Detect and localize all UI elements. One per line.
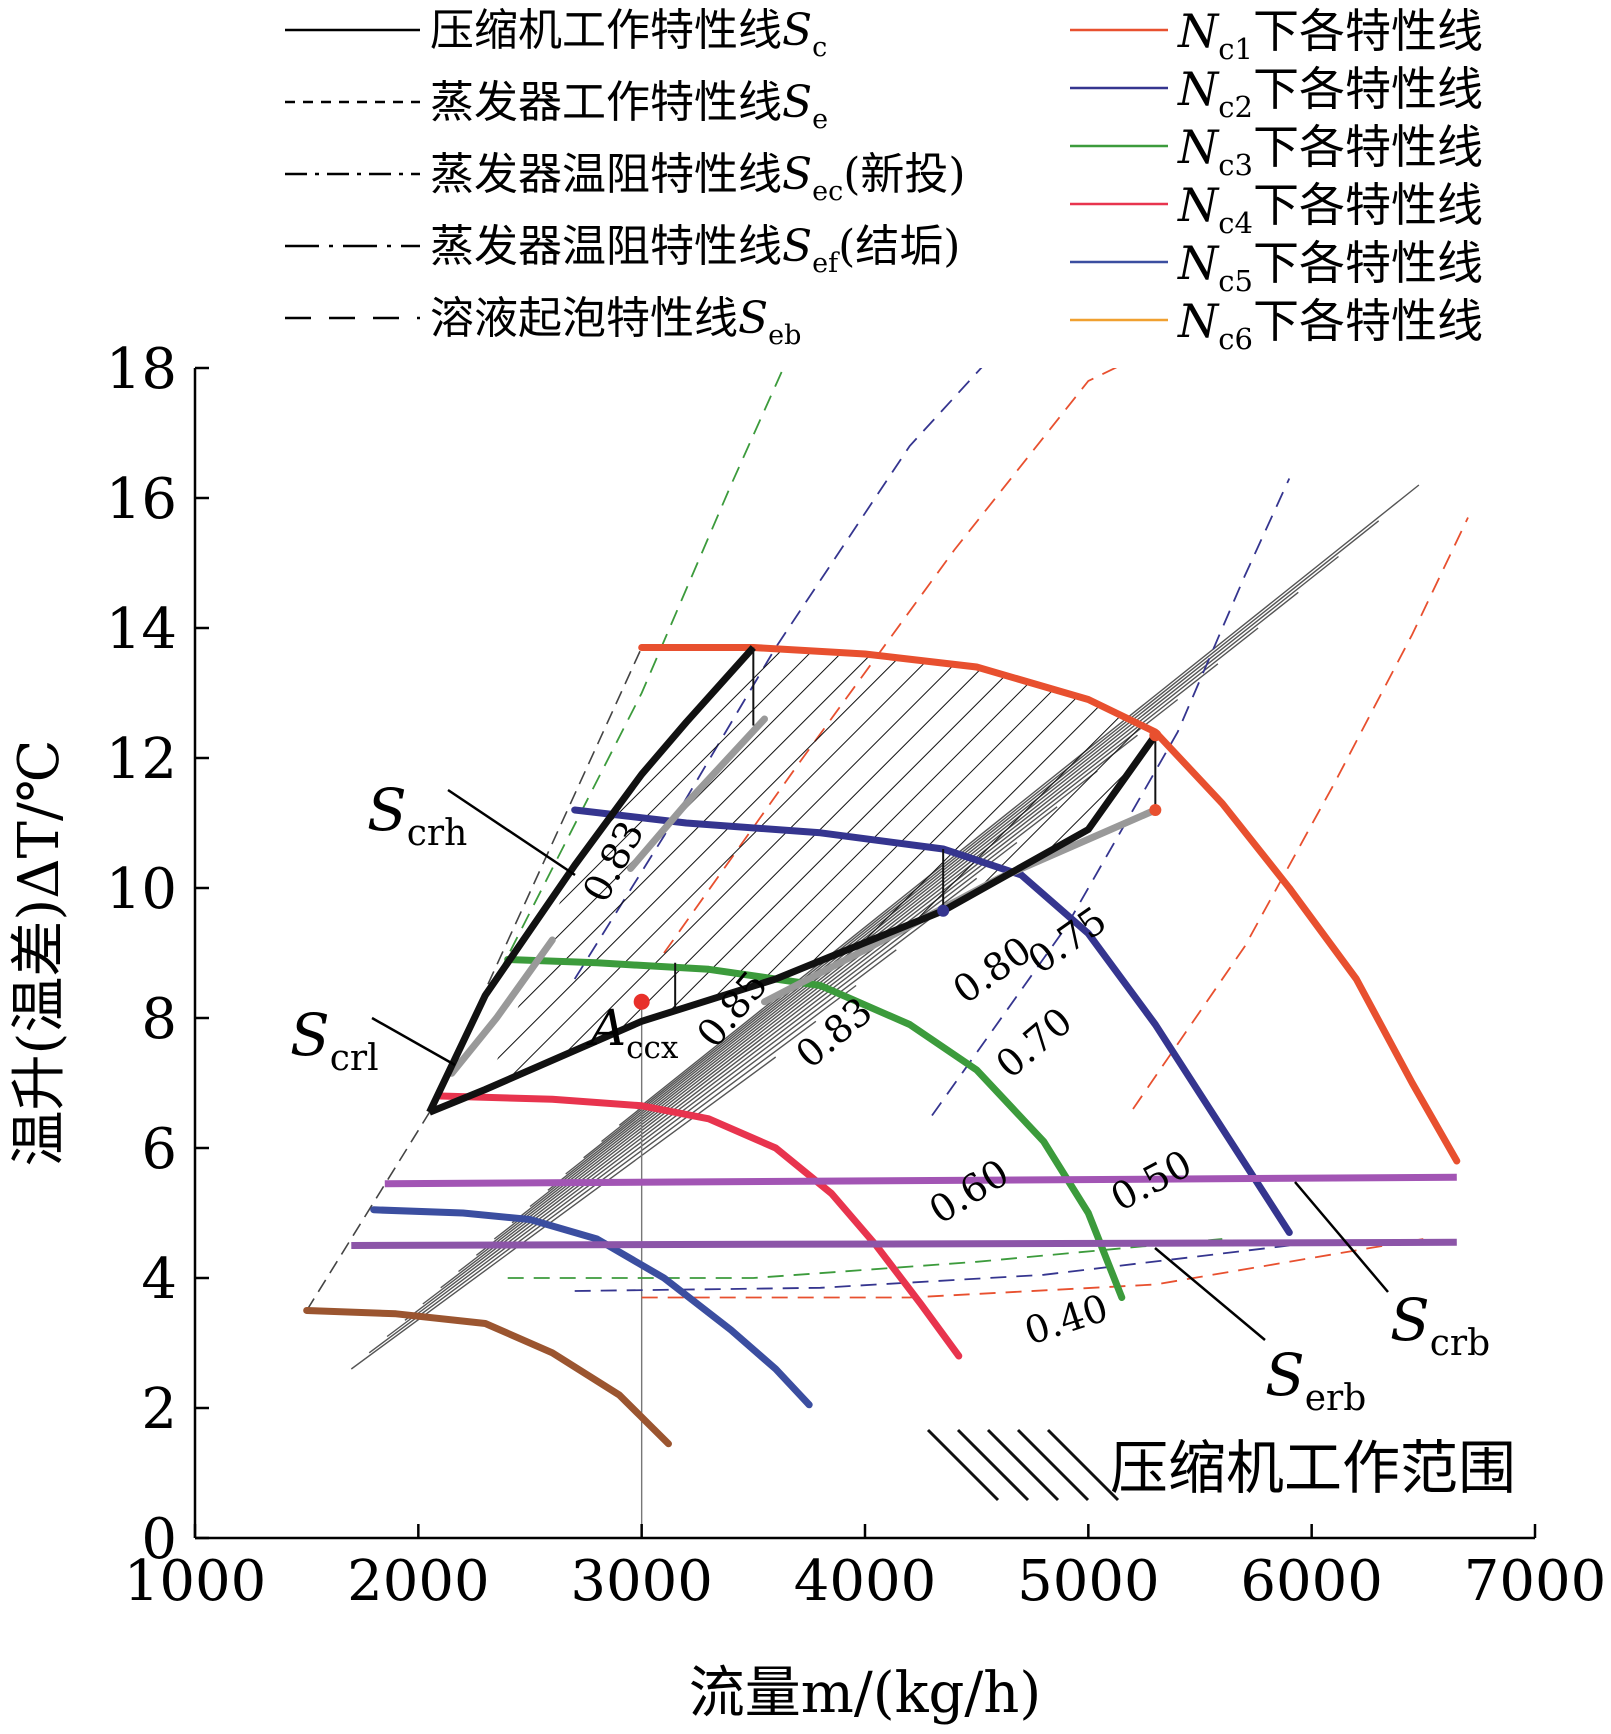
arrow-Scrl (371, 1016, 456, 1067)
x-tick-label-1000: 1000 (124, 1549, 267, 1614)
evaporator-dash-line-3 (663, 368, 1118, 954)
map-line-5 (422, 913, 937, 1305)
evaporator-dash-line-8 (641, 1238, 1424, 1299)
speed-curve-Nc4 (437, 1092, 963, 1360)
marker-point-3 (1149, 729, 1162, 742)
hatch-legend-stroke-1 (926, 1428, 1000, 1502)
surge-line-Scrl (428, 733, 1159, 1116)
y-tick-label-10: 10 (106, 857, 177, 922)
label-Scrl: Scrl (290, 1001, 379, 1079)
hatch-legend-stroke-5 (1046, 1428, 1120, 1502)
series-lines (303, 644, 1461, 1448)
y-tick-label-2: 2 (141, 1377, 177, 1442)
legend-speed-c6: Nc6下各特性线 (1177, 294, 1483, 356)
legend-speed-c2: Nc2下各特性线 (1177, 62, 1483, 124)
axes: 1000 2000 3000 4000 5000 6000 7000 0 2 4 6 8 10 12 14 1… (7, 337, 1606, 1726)
legend-speed-c4: Nc4下各特性线 (1177, 178, 1483, 240)
efficiency-label-7: 0.60 (921, 1150, 1016, 1232)
legend-speed-c5: Nc5下各特性线 (1177, 236, 1483, 298)
efficiency-label-8: 0.50 (1104, 1141, 1199, 1220)
legend-left: 压缩机工作特性线Sc 蒸发器工作特性线Se 蒸发器温阻特性线Sec(新投) 蒸发器温阻… (285, 5, 966, 351)
x-tick-label-6000: 6000 (1240, 1549, 1383, 1614)
marker-point-1 (937, 904, 950, 917)
y-tick-label-4: 4 (141, 1247, 177, 1312)
legend-speed-c3: Nc3下各特性线 (1177, 120, 1483, 182)
legend-label-4: 蒸发器温阻特性线Sef(结垢) (430, 221, 960, 279)
compressor-working-range-hatch (485, 647, 1156, 1090)
efficiency-label-9: 0.40 (1019, 1286, 1113, 1354)
map-line-2 (368, 1020, 817, 1354)
x-tick-label-3000: 3000 (570, 1549, 713, 1614)
gray-segment-2 (627, 715, 768, 872)
evaporator-dash-line-1 (462, 368, 785, 1045)
evaporator-dash-line-7 (574, 1244, 1290, 1292)
label-Scrb: Scrb (1390, 1286, 1490, 1364)
working-range-area (485, 647, 1156, 1090)
y-tick-label-0: 0 (141, 1507, 177, 1572)
hatch-legend-label: 压缩机工作范围 (1110, 1434, 1516, 1502)
y-tick-label-18: 18 (106, 337, 177, 402)
map-line-3 (386, 984, 857, 1338)
speed-curve-Nc3 (504, 956, 1126, 1301)
gray-segment-1 (448, 936, 556, 1077)
hatch-legend-stroke-2 (956, 1428, 1030, 1502)
arrow-Scrh (447, 788, 576, 877)
x-tick-label-7000: 7000 (1464, 1549, 1607, 1614)
legend-right: Nc1下各特性线Nc2下各特性线Nc3下各特性线Nc4下各特性线Nc5下各特性线… (1070, 4, 1483, 356)
y-tick-label-8: 8 (141, 987, 177, 1052)
efficiency-label-6: 0.70 (988, 999, 1081, 1087)
foaming-line-Scrb (384, 1173, 1457, 1188)
hatch-legend-stroke-3 (986, 1428, 1060, 1502)
x-tick-label-4000: 4000 (794, 1549, 937, 1614)
legend-speed-c1: Nc1下各特性线 (1177, 4, 1483, 66)
foaming-line-Serb (351, 1238, 1457, 1249)
legend-label-5: 溶液起泡特性线Seb (430, 293, 801, 351)
y-tick-label-6: 6 (141, 1117, 177, 1182)
speed-curve-Nc2 (571, 806, 1293, 1236)
y-tick-label-14: 14 (106, 597, 177, 662)
marker-point-2 (1149, 804, 1162, 816)
speed-curve-Nc6 (303, 1307, 672, 1448)
y-tick-label-12: 12 (106, 727, 177, 792)
efficiency-label-4: 0.80 (945, 928, 1040, 1013)
surge-line-Scrh (426, 645, 756, 1114)
legend-label-2: 蒸发器工作特性线Se (430, 77, 828, 135)
map-line-4 (404, 949, 897, 1321)
arrow-Scrb (1294, 1181, 1389, 1293)
y-tick-label-16: 16 (106, 467, 177, 532)
hatch-legend-stroke-4 (1016, 1428, 1090, 1502)
legend-label-3: 蒸发器温阻特性线Sec(新投) (430, 149, 966, 207)
y-axis-title: 温升(温差)ΔT/℃ (7, 740, 72, 1167)
label-Scrh: Scrh (367, 776, 467, 854)
evaporator-dash-line-5 (1132, 517, 1469, 1110)
label-Serb: Serb (1265, 1341, 1366, 1419)
label-Accx: Accx (586, 999, 679, 1066)
legend-label-1: 压缩机工作特性线Sc (430, 5, 827, 63)
evaporator-dash-line-4 (931, 478, 1291, 1117)
x-tick-label-2000: 2000 (347, 1549, 490, 1614)
arrow-Serb (1154, 1247, 1266, 1341)
x-tick-label-5000: 5000 (1017, 1549, 1160, 1614)
speed-curve-Nc5 (370, 1206, 813, 1409)
operating-point-Accx (633, 993, 650, 1010)
x-axis-title: 流量m/(kg/h) (689, 1661, 1041, 1726)
